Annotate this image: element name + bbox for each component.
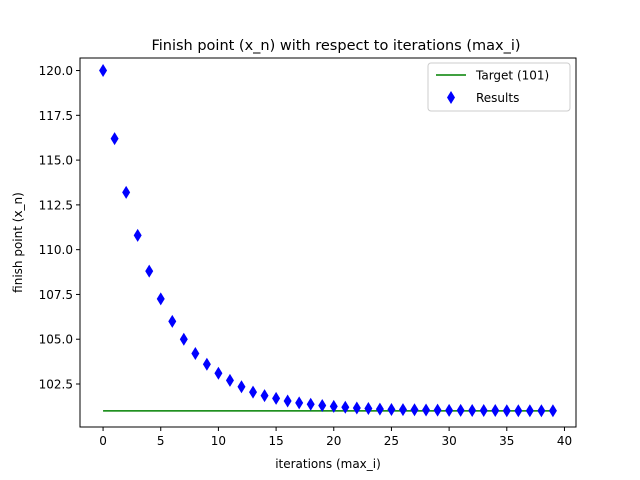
legend-target-label: Target (101) xyxy=(475,69,549,83)
result-point xyxy=(352,401,361,415)
result-point xyxy=(214,366,223,380)
chart-title: Finish point (x_n) with respect to itera… xyxy=(151,38,520,54)
result-point xyxy=(237,380,246,394)
result-point xyxy=(433,403,442,417)
result-point xyxy=(398,403,407,417)
plot-area xyxy=(80,58,576,427)
y-tick-label: 112.5 xyxy=(39,198,73,212)
y-tick-label: 110.0 xyxy=(39,243,73,257)
x-tick-label: 15 xyxy=(268,434,283,448)
result-point xyxy=(410,403,419,417)
result-point xyxy=(341,400,350,414)
result-point xyxy=(456,403,465,417)
y-tick-label: 120.0 xyxy=(39,64,73,78)
result-point xyxy=(445,403,454,417)
x-tick-label: 10 xyxy=(211,434,226,448)
x-tick-label: 25 xyxy=(384,434,399,448)
result-point xyxy=(306,397,315,411)
result-point xyxy=(99,64,108,78)
legend-results-label: Results xyxy=(476,91,519,105)
y-tick-label: 115.0 xyxy=(39,154,73,168)
result-point xyxy=(179,332,188,346)
result-point xyxy=(145,264,154,278)
result-point xyxy=(537,404,546,418)
result-point xyxy=(168,314,177,328)
result-point xyxy=(387,402,396,416)
result-point xyxy=(364,402,373,416)
result-point xyxy=(110,132,119,146)
result-point xyxy=(249,385,258,399)
axes-frame xyxy=(79,57,577,428)
y-tick-label: 107.5 xyxy=(39,288,73,302)
result-point xyxy=(122,185,131,199)
result-point xyxy=(502,404,511,418)
x-tick-label: 35 xyxy=(499,434,514,448)
y-axis-label: finish point (x_n) xyxy=(11,192,25,293)
result-point xyxy=(283,394,292,408)
x-axis-label: iterations (max_i) xyxy=(275,457,381,471)
result-point xyxy=(225,373,234,387)
x-tick-label: 20 xyxy=(326,434,341,448)
result-point xyxy=(156,292,165,306)
x-tick-label: 30 xyxy=(441,434,456,448)
y-tick-label: 117.5 xyxy=(39,109,73,123)
result-point xyxy=(525,404,534,418)
result-point xyxy=(272,391,281,405)
result-point xyxy=(375,402,384,416)
x-tick-label: 0 xyxy=(99,434,107,448)
legend: Target (101) Results xyxy=(427,62,571,112)
result-point xyxy=(491,404,500,418)
result-point xyxy=(468,404,477,418)
x-tick-label: 5 xyxy=(157,434,165,448)
result-point xyxy=(479,404,488,418)
legend-results-marker xyxy=(447,91,455,104)
result-point xyxy=(295,396,304,410)
y-tick-label: 105.0 xyxy=(39,333,73,347)
y-tick-label: 102.5 xyxy=(39,378,73,392)
result-point xyxy=(202,357,211,371)
result-point xyxy=(260,389,269,403)
result-point xyxy=(548,404,557,418)
result-point xyxy=(318,399,327,413)
result-point xyxy=(422,403,431,417)
x-tick-label: 40 xyxy=(557,434,572,448)
result-point xyxy=(329,399,338,413)
result-point xyxy=(191,347,200,361)
result-point xyxy=(514,404,523,418)
result-point xyxy=(133,228,142,242)
